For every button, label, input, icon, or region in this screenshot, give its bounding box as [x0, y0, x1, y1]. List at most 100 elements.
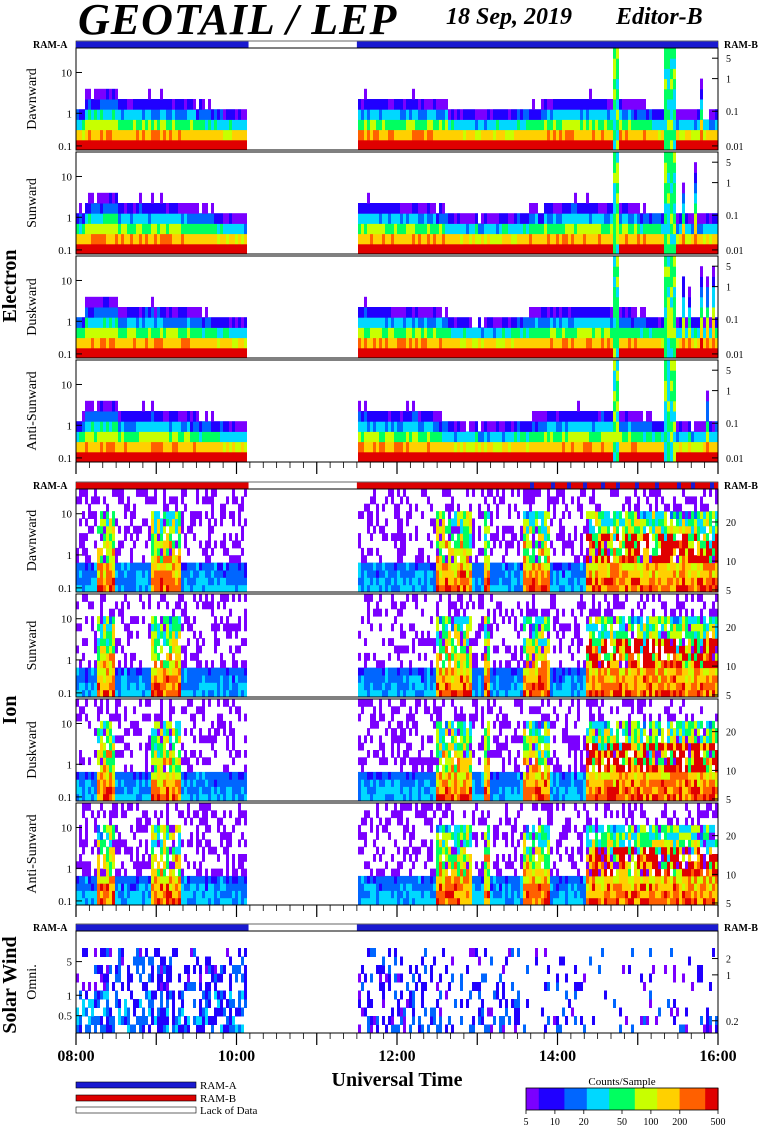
mode-bar-segment	[655, 482, 659, 489]
colorbar-title: Counts/Sample	[588, 1076, 655, 1088]
colorbar-cell	[567, 1088, 572, 1110]
colorbar-cell	[673, 1088, 677, 1110]
spectrogram-electron-duskward	[76, 256, 718, 359]
left-tick-label: 1	[67, 863, 73, 875]
right-tick-label: 0.2	[726, 1017, 739, 1028]
right-tick-label: 10	[726, 870, 736, 881]
right-tick-label: 10	[726, 557, 736, 568]
group-label: Solar Wind	[0, 936, 21, 1033]
right-tick-label: 5	[726, 691, 731, 702]
colorbar-cell	[682, 1088, 687, 1110]
spectrogram-ion-anti-sunward	[76, 803, 718, 906]
colorbar-cell	[583, 1088, 588, 1110]
colorbar-cell	[577, 1088, 581, 1110]
left-tick-label: 10	[61, 275, 73, 287]
colorbar-cell	[580, 1088, 585, 1110]
colorbar-cell	[711, 1088, 716, 1110]
colorbar-cell	[692, 1088, 697, 1110]
right-tick-label: 20	[726, 832, 736, 843]
group-label: Ion	[0, 696, 21, 725]
right-tick-label: 10	[726, 766, 736, 777]
colorbar-cell	[545, 1088, 549, 1110]
right-tick-label: 1	[726, 387, 731, 398]
mode-bar-segment	[635, 482, 639, 489]
mode-bar-segment	[710, 482, 714, 489]
panel-frame	[75, 47, 719, 151]
panel-frame	[75, 698, 719, 802]
mode-bar-segment	[567, 482, 571, 489]
left-tick-label: 0.1	[58, 245, 72, 257]
right-tick-label: 1	[726, 179, 731, 190]
left-tick-label: 0.1	[58, 688, 72, 700]
right-tick-label: 5	[726, 158, 731, 169]
colorbar-cell	[689, 1088, 693, 1110]
left-tick-label: 1	[67, 990, 73, 1002]
left-tick-label: 10	[61, 718, 73, 730]
colorbar-cell	[609, 1088, 613, 1110]
left-tick-label: 10	[61, 67, 73, 79]
colorbar-cell	[558, 1088, 562, 1110]
spectrogram-electron-dawnward	[76, 48, 718, 151]
left-tick-label: 10	[61, 614, 73, 626]
colorbar-cell	[570, 1088, 575, 1110]
left-tick-label: 0.1	[58, 141, 72, 153]
colorbar-cell	[654, 1088, 658, 1110]
x-axis-label: Universal Time	[332, 1069, 463, 1091]
right-tick-label: 5	[726, 366, 731, 377]
left-tick-label: 0.1	[58, 349, 72, 361]
colorbar-cell	[708, 1088, 713, 1110]
left-tick-label: 1	[67, 212, 73, 224]
colorbar-tick-label: 5	[524, 1117, 529, 1128]
spectrogram-ion-duskward	[76, 699, 718, 802]
right-tick-label: 0.01	[726, 350, 744, 361]
colorbar-cell	[641, 1088, 645, 1110]
colorbar-cell	[679, 1088, 684, 1110]
mode-bar-segment	[356, 924, 718, 931]
right-tick-label: 0.1	[726, 107, 739, 118]
left-tick-label: 1	[67, 550, 73, 562]
right-tick-label: 20	[726, 518, 736, 529]
right-tick-label: 0.01	[726, 454, 744, 465]
spectrogram-ion-dawnward	[76, 489, 718, 593]
group-label: Electron	[0, 250, 21, 323]
x-tick-label: 12:00	[378, 1048, 415, 1065]
mode-tag-right: RAM-B	[724, 923, 758, 934]
mode-bar-segment	[601, 482, 605, 489]
left-tick-label: 0.1	[58, 583, 72, 595]
colorbar-cell	[561, 1088, 565, 1110]
right-tick-label: 1	[726, 283, 731, 294]
panel-label: Anti-Sunward	[25, 371, 40, 450]
colorbar-tick-label: 500	[711, 1117, 726, 1128]
colorbar-cell	[542, 1088, 546, 1110]
right-tick-label: 20	[726, 728, 736, 739]
left-tick-label: 10	[61, 509, 73, 521]
colorbar-cell	[695, 1088, 700, 1110]
right-tick-label: 0.01	[726, 142, 744, 153]
mode-bar-segment	[583, 482, 587, 489]
colorbar-cell	[590, 1088, 594, 1110]
right-tick-label: 5	[726, 586, 731, 597]
colorbar-cell	[538, 1088, 543, 1110]
mode-tag-right: RAM-B	[724, 40, 758, 51]
colorbar-cell	[714, 1088, 719, 1110]
left-tick-label: 1	[67, 655, 73, 667]
colorbar-cell	[647, 1088, 652, 1110]
spectrogram-ion-sunward	[76, 594, 718, 698]
right-tick-label: 1	[726, 75, 731, 86]
panel-label: Sunward	[25, 178, 40, 228]
colorbar-cell	[599, 1088, 604, 1110]
colorbar-cell	[606, 1088, 610, 1110]
colorbar-cell	[548, 1088, 553, 1110]
left-tick-label: 1	[67, 759, 73, 771]
colorbar-cell	[526, 1088, 530, 1110]
right-tick-label: 5	[726, 899, 731, 910]
right-tick-label: 20	[726, 623, 736, 634]
colorbar-cell	[663, 1088, 668, 1110]
x-tick-label: 08:00	[57, 1048, 94, 1065]
colorbar-cell	[628, 1088, 633, 1110]
panel-frame	[75, 488, 719, 593]
mode-bar-segment	[616, 482, 620, 489]
mode-tag-left: RAM-A	[33, 40, 68, 51]
mode-bar-segment	[76, 41, 249, 48]
